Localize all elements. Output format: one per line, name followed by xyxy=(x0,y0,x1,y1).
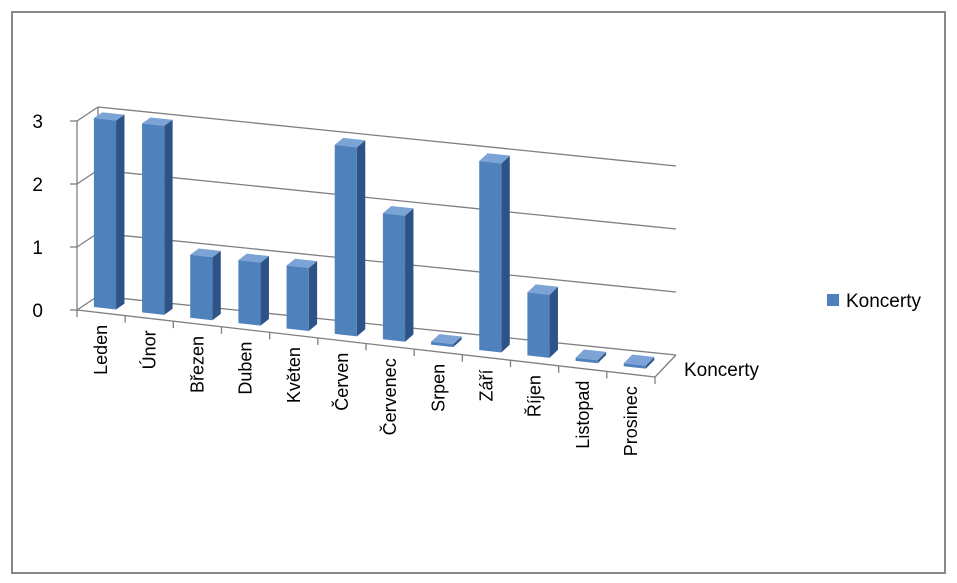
bar-top xyxy=(190,248,221,258)
bar xyxy=(238,253,269,326)
bar-top xyxy=(93,112,125,121)
bar-top xyxy=(334,137,366,148)
x-tick-label: Prosinec xyxy=(621,386,641,456)
x-tick-label: Říjen xyxy=(525,375,545,417)
bar-side xyxy=(260,256,269,326)
bar-top xyxy=(575,349,607,361)
bar-side xyxy=(164,119,173,315)
bar-side xyxy=(645,356,655,369)
legend-series-label: Koncerty xyxy=(846,291,921,312)
gridline xyxy=(97,106,677,167)
x-tick-label: Září xyxy=(476,369,496,401)
x-tick-label: Leden xyxy=(91,325,111,375)
bar-top xyxy=(527,284,558,295)
bar-top xyxy=(142,117,173,126)
bar-front xyxy=(623,363,646,369)
y-tick-label: 0 xyxy=(32,301,43,322)
bar-side xyxy=(501,155,510,353)
bar xyxy=(93,112,125,310)
bar xyxy=(286,258,318,331)
bar-front xyxy=(190,254,213,321)
depth-axis-line xyxy=(654,354,677,378)
axis-layer xyxy=(70,120,677,384)
bar-side xyxy=(116,114,125,310)
bar-front xyxy=(142,123,165,315)
bar-layer xyxy=(93,112,655,369)
bar-side xyxy=(453,336,462,348)
bar xyxy=(334,137,366,337)
y-tick-label: 2 xyxy=(32,175,43,196)
bar xyxy=(527,284,558,358)
bar xyxy=(382,206,414,342)
bar-front xyxy=(527,292,550,358)
bar-top xyxy=(238,253,269,263)
bar xyxy=(190,248,221,321)
bar xyxy=(575,349,607,364)
x-tick-label: Duben xyxy=(236,342,256,395)
x-tick-label: Červenec xyxy=(379,358,400,435)
y-tick-label: 3 xyxy=(32,112,43,133)
bar xyxy=(623,354,655,369)
bar-front xyxy=(238,260,261,326)
bar-front xyxy=(479,161,502,353)
bar xyxy=(142,117,173,315)
bar-front xyxy=(575,357,598,364)
x-tick-label: Listopad xyxy=(573,381,593,449)
bar-side xyxy=(308,261,318,331)
legend: Koncerty xyxy=(827,291,921,312)
bar-side xyxy=(405,208,414,342)
bar-side xyxy=(356,140,366,337)
x-tick-label: Červen xyxy=(331,353,352,411)
bar-side xyxy=(549,286,558,358)
bar-front xyxy=(334,144,357,337)
bar-front xyxy=(286,265,309,331)
x-tick-label: Srpen xyxy=(428,364,448,412)
x-tick-label: Březen xyxy=(187,336,207,393)
bar-front xyxy=(382,213,406,342)
bar-side xyxy=(597,351,607,364)
wall-diagonal xyxy=(76,106,99,122)
bar xyxy=(479,153,510,353)
x-tick-label: Květen xyxy=(284,347,304,403)
x-tick-label: Únor xyxy=(138,330,159,369)
bar-top xyxy=(286,258,318,268)
bar-top xyxy=(623,354,655,366)
bar-top xyxy=(382,206,414,216)
bar-front xyxy=(431,341,454,348)
y-tick-label: 1 xyxy=(32,238,43,259)
bar-top xyxy=(479,153,510,164)
bar-front xyxy=(93,117,117,310)
bar-top xyxy=(431,334,462,345)
gridline xyxy=(97,169,677,230)
bar xyxy=(431,334,462,348)
bar-side xyxy=(212,250,221,321)
label-layer: 0 1 2 3 Leden Únor Březen Duben Květen Červen Červ… xyxy=(32,112,640,456)
legend-swatch xyxy=(827,294,839,306)
depth-axis-label: Koncerty xyxy=(684,360,759,381)
